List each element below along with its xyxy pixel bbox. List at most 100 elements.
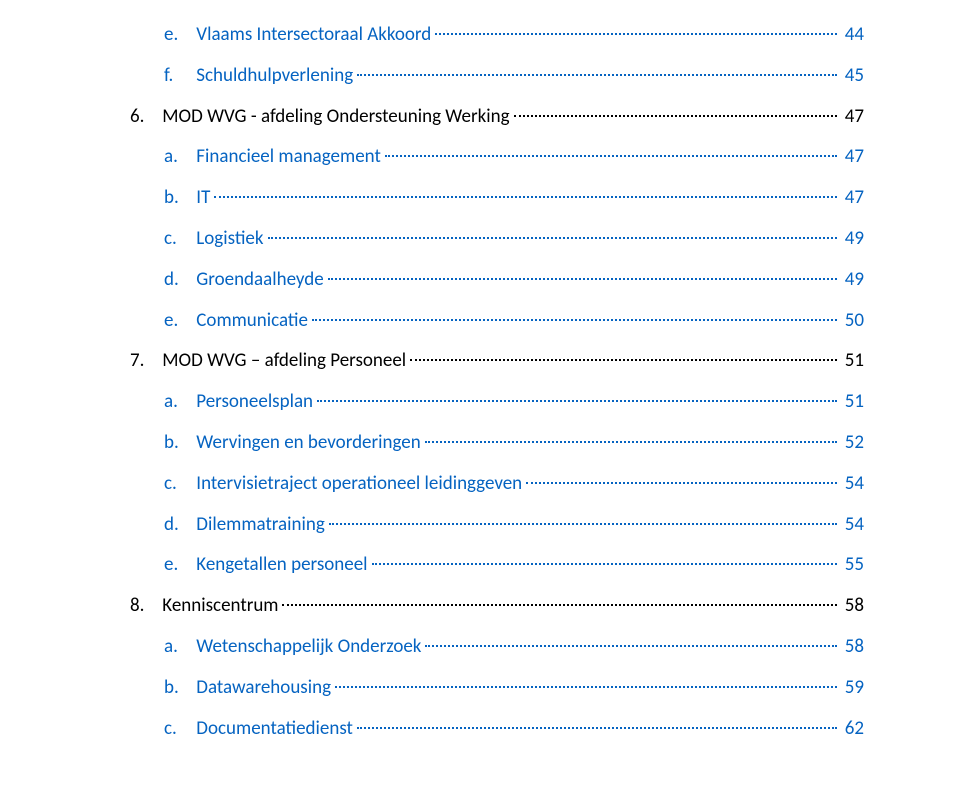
toc-entry-marker: 8. xyxy=(130,595,158,618)
toc-entry-title: Communicatie xyxy=(196,309,308,332)
toc-entry-page[interactable]: 52 xyxy=(841,432,864,455)
toc-entry-marker: 7. xyxy=(130,350,158,373)
toc-entry: 6. MOD WVG - afdeling Ondersteuning Werk… xyxy=(96,106,864,129)
toc-leader-dots xyxy=(514,115,837,117)
toc-entry-marker: e. xyxy=(164,310,192,333)
toc-entry-marker: a. xyxy=(164,146,192,169)
toc-entry-label[interactable]: b. Datawarehousing xyxy=(164,677,331,700)
toc-entry: c. Intervisietraject operationeel leidin… xyxy=(96,473,864,496)
toc-leader-dots xyxy=(317,400,837,402)
toc-entry-title: Financieel management xyxy=(196,145,381,168)
toc-entry: a. Financieel management 47 xyxy=(96,146,864,169)
toc-entry: b. Wervingen en bevorderingen 52 xyxy=(96,432,864,455)
toc-leader-dots xyxy=(268,237,837,239)
toc-entry-page[interactable]: 49 xyxy=(841,228,864,251)
toc-leader-dots xyxy=(410,359,837,361)
toc-entry: f. Schuldhulpverlening 45 xyxy=(96,65,864,88)
toc-entry-label[interactable]: d. Groendaalheyde xyxy=(164,269,324,292)
toc-entry-label[interactable]: e. Communicatie xyxy=(164,310,308,333)
toc-leader-dots xyxy=(357,74,837,76)
toc-entry-marker: b. xyxy=(164,432,192,455)
toc-entry: e. Communicatie 50 xyxy=(96,310,864,333)
toc-entry-title: IT xyxy=(196,186,210,209)
toc-entry-label[interactable]: b. IT xyxy=(164,187,210,210)
toc-entry-label[interactable]: d. Dilemmatraining xyxy=(164,514,325,537)
toc-entry-label[interactable]: a. Financieel management xyxy=(164,146,381,169)
toc-entry-page[interactable]: 47 xyxy=(841,187,864,210)
toc-entry: b. IT 47 xyxy=(96,187,864,210)
toc-entry-title: Wetenschappelijk Onderzoek xyxy=(196,635,421,658)
toc-entry-marker: b. xyxy=(164,677,192,700)
toc-entry-label[interactable]: c. Documentatiedienst xyxy=(164,718,353,741)
toc-entry-page: 51 xyxy=(841,350,864,373)
toc-entry: b. Datawarehousing 59 xyxy=(96,677,864,700)
toc-leader-dots xyxy=(385,155,837,157)
toc-entry-page[interactable]: 45 xyxy=(841,65,864,88)
toc-entry-marker: d. xyxy=(164,269,192,292)
toc-entry: c. Documentatiedienst 62 xyxy=(96,718,864,741)
toc-entry-label: 8. Kenniscentrum xyxy=(130,595,278,618)
toc-entry-marker: f. xyxy=(164,65,192,88)
toc-entry-label[interactable]: a. Wetenschappelijk Onderzoek xyxy=(164,636,421,659)
toc-entry-page[interactable]: 59 xyxy=(841,677,864,700)
toc-entry-title: Vlaams Intersectoraal Akkoord xyxy=(196,23,431,46)
toc-entry-page[interactable]: 47 xyxy=(841,146,864,169)
toc-entry: d. Groendaalheyde 49 xyxy=(96,269,864,292)
toc-leader-dots xyxy=(282,604,836,606)
toc-entry-marker: a. xyxy=(164,636,192,659)
toc-entry-marker: d. xyxy=(164,514,192,537)
toc-leader-dots xyxy=(425,441,837,443)
toc-leader-dots xyxy=(425,645,836,647)
toc-leader-dots xyxy=(335,686,837,688)
toc-entry: 7. MOD WVG – afdeling Personeel 51 xyxy=(96,350,864,373)
toc-entry-title: Datawarehousing xyxy=(196,676,331,699)
toc-entry: a. Wetenschappelijk Onderzoek 58 xyxy=(96,636,864,659)
toc-entry-label[interactable]: e. Kengetallen personeel xyxy=(164,554,368,577)
toc-entry: c. Logistiek 49 xyxy=(96,228,864,251)
toc-entry-page: 47 xyxy=(841,106,864,129)
toc-entry-page[interactable]: 50 xyxy=(841,310,864,333)
toc-entry-title: Dilemmatraining xyxy=(196,513,324,536)
toc-entry-page[interactable]: 49 xyxy=(841,269,864,292)
toc-entry: 8. Kenniscentrum 58 xyxy=(96,595,864,618)
toc-entry-label: 7. MOD WVG – afdeling Personeel xyxy=(130,350,406,373)
toc-entry: a. Personeelsplan 51 xyxy=(96,391,864,414)
toc-leader-dots xyxy=(214,196,836,198)
toc-entry-page[interactable]: 54 xyxy=(841,514,864,537)
toc-entry-page[interactable]: 44 xyxy=(841,24,864,47)
toc-entry-title: Personeelsplan xyxy=(196,390,313,413)
toc-entry-page: 58 xyxy=(841,595,864,618)
toc-page: e. Vlaams Intersectoraal Akkoord 44 f. Sch… xyxy=(0,0,960,798)
toc-entry-title: MOD WVG – afdeling Personeel xyxy=(162,349,406,372)
toc-list: e. Vlaams Intersectoraal Akkoord 44 f. Sch… xyxy=(96,24,864,740)
toc-entry-marker: a. xyxy=(164,391,192,414)
toc-entry-page[interactable]: 54 xyxy=(841,473,864,496)
toc-entry-marker: e. xyxy=(164,24,192,47)
toc-entry-marker: b. xyxy=(164,187,192,210)
toc-leader-dots xyxy=(329,523,837,525)
toc-entry-label[interactable]: c. Intervisietraject operationeel leidin… xyxy=(164,473,522,496)
toc-entry-title: Kengetallen personeel xyxy=(196,553,367,576)
toc-entry-page[interactable]: 58 xyxy=(841,636,864,659)
toc-entry: e. Kengetallen personeel 55 xyxy=(96,554,864,577)
toc-entry-label[interactable]: c. Logistiek xyxy=(164,228,264,251)
toc-entry-page[interactable]: 62 xyxy=(841,718,864,741)
toc-entry-label: 6. MOD WVG - afdeling Ondersteuning Werk… xyxy=(130,106,510,129)
toc-entry-page[interactable]: 55 xyxy=(841,554,864,577)
toc-entry-title: Schuldhulpverlening xyxy=(196,64,353,87)
toc-entry-marker: c. xyxy=(164,228,192,251)
toc-entry-title: Groendaalheyde xyxy=(196,268,323,291)
toc-entry-label[interactable]: b. Wervingen en bevorderingen xyxy=(164,432,421,455)
toc-entry-label[interactable]: e. Vlaams Intersectoraal Akkoord xyxy=(164,24,431,47)
toc-leader-dots xyxy=(435,33,836,35)
toc-entry-marker: e. xyxy=(164,554,192,577)
toc-entry-label[interactable]: f. Schuldhulpverlening xyxy=(164,65,353,88)
toc-entry-marker: c. xyxy=(164,718,192,741)
toc-entry-label[interactable]: a. Personeelsplan xyxy=(164,391,313,414)
toc-leader-dots xyxy=(372,563,837,565)
toc-entry-title: Intervisietraject operationeel leidingge… xyxy=(196,472,522,495)
toc-entry-page[interactable]: 51 xyxy=(841,391,864,414)
toc-entry: e. Vlaams Intersectoraal Akkoord 44 xyxy=(96,24,864,47)
toc-leader-dots xyxy=(526,482,837,484)
toc-leader-dots xyxy=(312,319,837,321)
